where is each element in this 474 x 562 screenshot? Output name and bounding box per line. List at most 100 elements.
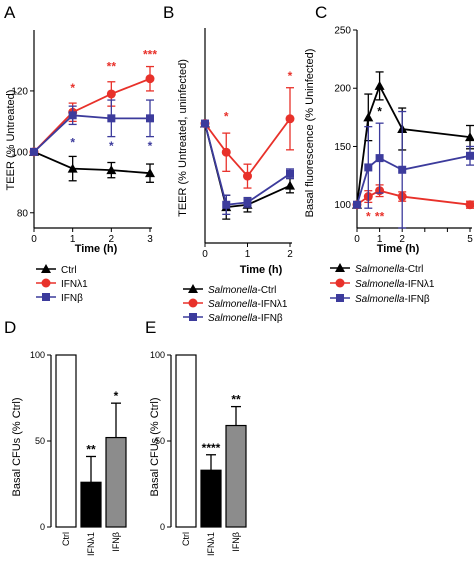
panel-e-ytick-label-0: 0 — [160, 522, 165, 532]
legend-label-salmonella-ifnb: Salmonella-IFNβ — [208, 313, 283, 324]
panel-b-series-line-salmonella-ifnb — [204, 123, 291, 206]
panel-b-point-salmonella-ifnb-3 — [286, 169, 294, 178]
panel-e-significance-ifnb: ** — [231, 393, 241, 407]
panel-c-significance-1: * — [366, 209, 371, 223]
panel-c-ytick-label-150: 150 — [334, 142, 351, 153]
panel-c-xtick-label-5: 5 — [467, 234, 473, 245]
panel-e-category-label-ifnl1: IFNλ1 — [206, 532, 216, 556]
panel-d-ytick-label-0: 0 — [40, 522, 45, 532]
panel-d-bar-ifnb — [105, 436, 127, 528]
panel-c-point-salmonella-ifnb-0 — [353, 200, 361, 209]
panel-a-significance-1: * — [70, 136, 75, 150]
panel-d-significance-ifnl1: ** — [86, 442, 96, 456]
panel-a-point-ifnl1-2 — [106, 89, 116, 99]
panel-d-bar-ctrl — [55, 354, 77, 528]
panel-e-ytick-label-50: 50 — [155, 436, 165, 446]
legend-label-ctrl: Ctrl — [61, 265, 77, 276]
panel-b-point-salmonella-ifnl1-2 — [243, 171, 252, 181]
legend-label-c-salmonella-ctrl: Salmonella-Ctrl — [355, 264, 423, 275]
panel-c-ytick-label-250: 250 — [334, 26, 351, 37]
panel-a-series-line-ctrl — [33, 151, 151, 175]
panel-e-ylabel: Basal CFUs (% Ctrl) — [149, 397, 161, 496]
panel-b-point-salmonella-ifnb-1 — [222, 200, 231, 209]
panel-d-ytick-label-100: 100 — [30, 350, 45, 360]
legend-label-ifnl1: IFNλ1 — [61, 279, 88, 290]
panel-letter-b: B — [163, 3, 174, 22]
panel-c-legend: Salmonella-Ctrl Salmonella-IFNλ1 Salmone… — [330, 263, 435, 305]
panel-a-significance-5: * — [148, 139, 153, 153]
panel-letter-c: C — [315, 3, 327, 22]
panel-c-point-salmonella-ifnl1-4 — [465, 200, 474, 210]
panel-e: E Basal CFUs (% Ctrl) 0 50 100 Ctrl **** IFNλ… — [145, 318, 247, 556]
panel-b: B TEER (% Untreated, uninfected) Time (h… — [163, 3, 295, 324]
panel-c-point-salmonella-ctrl-2 — [374, 80, 385, 90]
panel-d-category-label-ifnb: IFNβ — [111, 532, 121, 552]
panel-a-point-ctrl-3 — [145, 168, 155, 178]
panel-b-xtick-label-0: 0 — [202, 249, 208, 260]
panel-c-series-line-salmonella-ifnl1 — [356, 189, 471, 206]
legend-marker-salmonella-ifnl1 — [188, 298, 198, 308]
panel-b-point-salmonella-ifnl1-3 — [285, 114, 295, 124]
panel-c-point-salmonella-ctrl-4 — [465, 132, 474, 142]
panel-e-significance-ifnl1: **** — [202, 441, 221, 455]
panel-letter-a: A — [4, 3, 16, 22]
panel-d: D Basal CFUs (% Ctrl) 0 50 100 Ctrl ** IFNλ1 *… — [4, 318, 127, 556]
panel-a-xtick-label-0: 0 — [31, 234, 37, 245]
panel-a-point-ifnb-1 — [68, 111, 77, 120]
panel-letter-d: D — [4, 318, 16, 337]
panel-a-ytick-label-100: 100 — [11, 147, 28, 158]
panel-c-point-salmonella-ifnb-3 — [398, 165, 407, 174]
panel-c-significance-0: * — [377, 105, 382, 119]
panel-a-significance-3: * — [109, 139, 114, 153]
panel-d-ylabel: Basal CFUs (% Ctrl) — [11, 397, 23, 496]
panel-a: A TEER (% Untreated) Time (h) Ctrl IFNλ1… — [4, 3, 157, 304]
legend-label-c-salmonella-ifnl1: Salmonella-IFNλ1 — [355, 279, 435, 290]
panel-e-category-label-ifnb: IFNβ — [231, 532, 241, 552]
panel-e-bar-ctrl — [175, 354, 197, 528]
panel-b-significance-0: * — [224, 109, 229, 123]
legend-marker-salmonella-ctrl — [188, 284, 198, 293]
panel-a-significance-0: * — [70, 81, 75, 95]
panel-c-xtick-label-1: 1 — [377, 234, 383, 245]
panel-a-point-ifnl1-3 — [145, 74, 155, 84]
panel-a-series-line-ifnb — [33, 114, 150, 153]
panel-c: C Basal fluorescence (% Uninfected) Time… — [304, 3, 474, 305]
panel-letter-e: E — [145, 318, 156, 337]
panel-b-point-salmonella-ifnb-2 — [243, 198, 252, 207]
legend-marker-c-salmonella-ifnl1 — [335, 278, 345, 288]
panel-c-point-salmonella-ifnb-4 — [466, 151, 474, 160]
legend-marker-c-salmonella-ctrl — [335, 263, 345, 272]
panel-a-point-ifnb-0 — [30, 147, 38, 156]
panel-b-series-line-salmonella-ifnl1 — [204, 118, 291, 178]
panel-c-xtick-label-2: 2 — [399, 234, 405, 245]
panel-b-point-salmonella-ifnb-0 — [201, 119, 209, 128]
legend-label-ifnb: IFNβ — [61, 293, 83, 304]
panel-c-point-salmonella-ifnb-2 — [375, 154, 384, 163]
panel-a-significance-2: ** — [107, 60, 117, 74]
panel-a-legend: Ctrl IFNλ1 IFNβ — [36, 264, 88, 304]
panel-a-xtick-label-2: 2 — [109, 234, 115, 245]
panel-c-ytick-label-100: 100 — [334, 200, 351, 211]
legend-marker-salmonella-ifnb — [189, 313, 197, 321]
panel-c-significance-2: ** — [375, 209, 385, 223]
panel-a-significance-4: *** — [143, 47, 157, 61]
panel-d-significance-ifnb: * — [114, 389, 119, 403]
panel-a-ytick-label-120: 120 — [11, 86, 28, 97]
panel-a-ylabel: TEER (% Untreated) — [5, 90, 17, 191]
panel-c-point-salmonella-ctrl-1 — [363, 112, 374, 122]
panel-c-xtick-label-0: 0 — [354, 234, 360, 245]
panel-d-category-label-ifnl1: IFNλ1 — [86, 532, 96, 556]
panel-c-ylabel: Basal fluorescence (% Uninfected) — [304, 49, 316, 218]
legend-marker-c-salmonella-ifnb — [336, 294, 344, 302]
panel-a-point-ifnb-2 — [107, 114, 116, 123]
panel-d-bar-ifnl1 — [80, 481, 102, 528]
panel-d-ytick-label-50: 50 — [35, 436, 45, 446]
panel-c-ytick-label-200: 200 — [334, 84, 351, 95]
panel-a-xtick-label-3: 3 — [147, 234, 153, 245]
panel-b-ylabel: TEER (% Untreated, uninfected) — [177, 59, 189, 217]
panel-b-xlabel: Time (h) — [240, 264, 283, 276]
panel-b-xtick-label-1: 1 — [245, 249, 251, 260]
panel-b-point-salmonella-ctrl-3 — [285, 180, 295, 190]
legend-label-salmonella-ifnl1: Salmonella-IFNλ1 — [208, 299, 288, 310]
legend-label-salmonella-ctrl: Salmonella-Ctrl — [208, 285, 276, 296]
